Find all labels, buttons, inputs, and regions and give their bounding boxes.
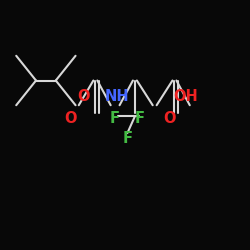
Text: F: F xyxy=(110,111,120,126)
Text: NH: NH xyxy=(105,88,130,104)
Text: O: O xyxy=(163,111,176,126)
Text: OH: OH xyxy=(173,88,198,104)
Text: O: O xyxy=(78,88,90,104)
Text: F: F xyxy=(135,111,145,126)
Text: F: F xyxy=(122,130,132,146)
Text: O: O xyxy=(64,111,77,126)
